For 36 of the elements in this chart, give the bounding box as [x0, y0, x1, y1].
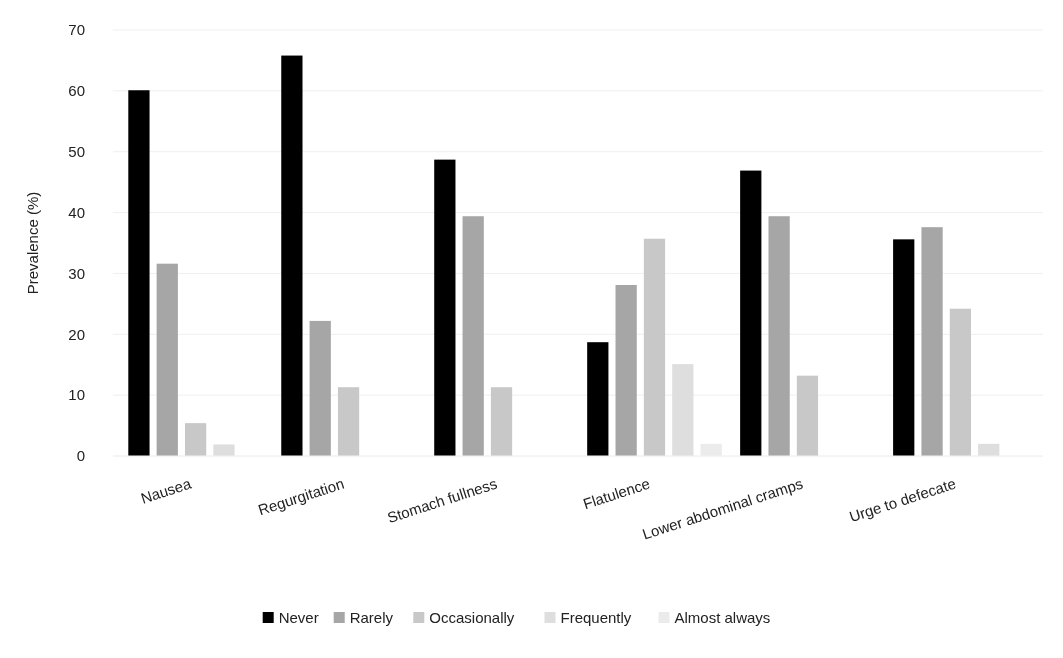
y-tick-label: 50: [68, 142, 85, 160]
y-tick-label: 20: [68, 325, 85, 343]
legend-label: Almost always: [674, 609, 771, 627]
y-tick-label: 10: [68, 386, 85, 404]
bar: [462, 216, 484, 456]
legend-label: Frequently: [560, 609, 632, 627]
y-tick-label: 0: [76, 447, 85, 465]
bar: [796, 375, 819, 456]
y-tick-label: 40: [68, 203, 85, 221]
bar: [434, 159, 456, 456]
bar: [643, 238, 666, 456]
bar: [309, 320, 331, 456]
bar: [672, 364, 694, 456]
bar: [184, 423, 207, 456]
legend-label: Never: [278, 609, 319, 627]
x-tick-label: Urge to defecate: [847, 474, 958, 526]
bar: [949, 308, 972, 456]
bar: [615, 284, 637, 456]
y-tick-label: 60: [68, 82, 85, 100]
bar: [337, 387, 360, 456]
y-tick-label: 70: [68, 21, 85, 39]
legend-label: Rarely: [349, 609, 394, 627]
bar: [490, 387, 513, 456]
bar: [768, 216, 790, 456]
bar: [587, 342, 609, 456]
legend-label: Occasionally: [429, 609, 515, 627]
bar: [740, 170, 762, 456]
x-tick-label: Nausea: [138, 474, 194, 507]
bar: [156, 263, 178, 456]
y-tick-label: 30: [68, 264, 85, 282]
y-axis-title: Prevalence (%): [24, 191, 41, 295]
bar: [281, 55, 303, 456]
bar: [128, 90, 150, 456]
bar: [893, 239, 915, 456]
bar: [921, 227, 943, 456]
bar: [213, 444, 235, 456]
